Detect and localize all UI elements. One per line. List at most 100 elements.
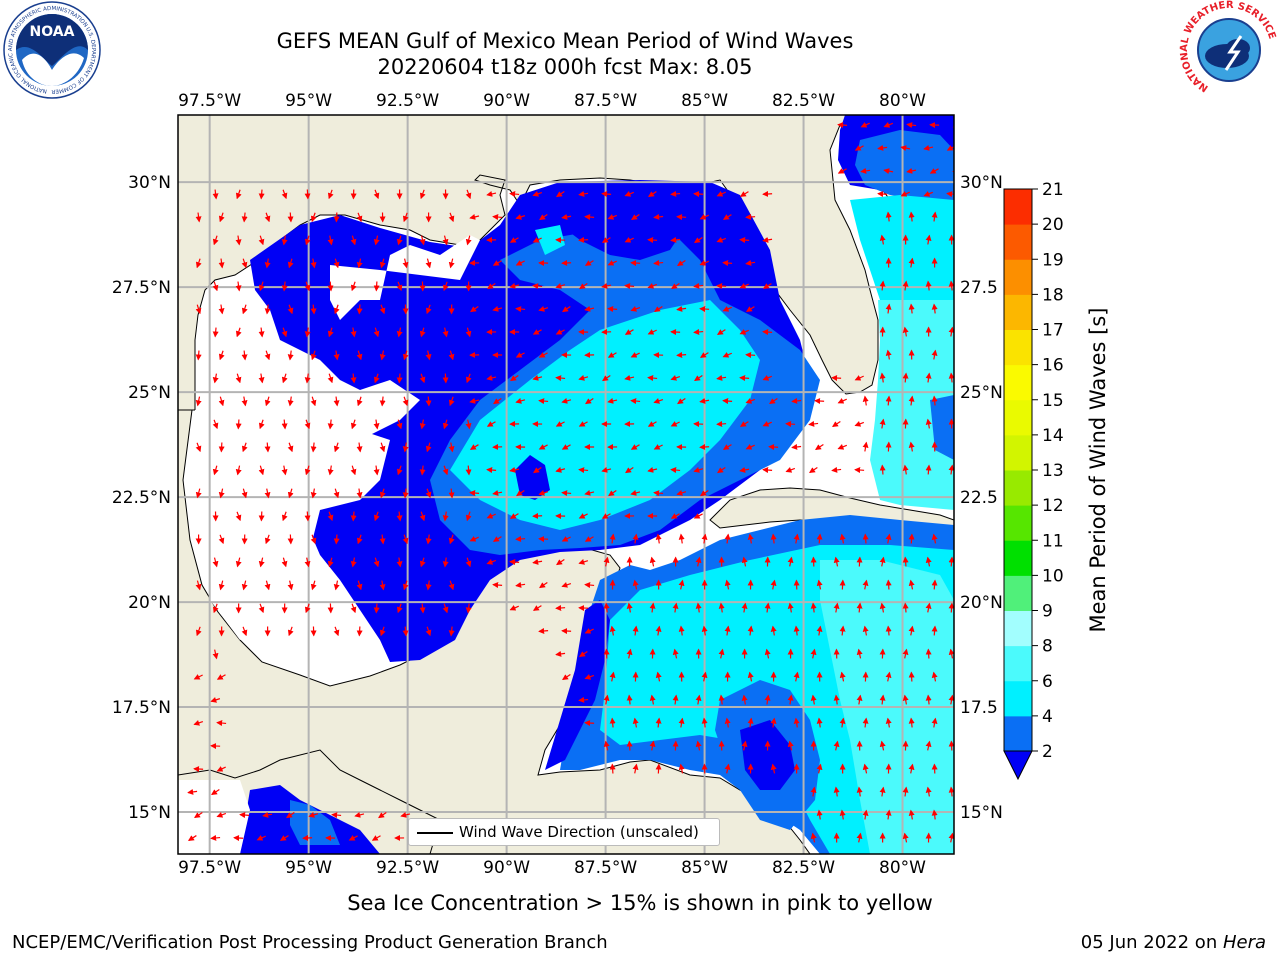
direction-arrow bbox=[281, 511, 288, 522]
direction-arrow bbox=[396, 465, 403, 476]
direction-arrow bbox=[210, 696, 221, 703]
lon-tick-label-top: 85°W bbox=[681, 91, 728, 111]
direction-arrow bbox=[584, 674, 595, 680]
direction-arrow bbox=[770, 625, 777, 636]
direction-arrow bbox=[609, 671, 616, 682]
direction-arrow bbox=[601, 466, 612, 473]
direction-arrow bbox=[816, 579, 823, 590]
direction-arrow bbox=[957, 673, 958, 682]
colorbar-swatch bbox=[1004, 294, 1032, 330]
direction-arrow bbox=[739, 191, 749, 197]
direction-arrow bbox=[839, 625, 846, 636]
direction-arrow bbox=[258, 465, 265, 476]
direction-arrow bbox=[310, 396, 317, 407]
direction-arrow bbox=[239, 812, 250, 819]
direction-arrow bbox=[808, 420, 819, 427]
colorbar-tick-label: 20 bbox=[1042, 215, 1064, 235]
direction-arrow bbox=[287, 488, 294, 499]
direction-arrow bbox=[584, 489, 595, 496]
direction-arrow bbox=[931, 809, 938, 820]
colorbar-swatch bbox=[1004, 715, 1032, 752]
direction-arrow bbox=[879, 234, 886, 245]
direction-arrow bbox=[304, 465, 311, 476]
direction-arrow bbox=[356, 304, 363, 315]
direction-arrow bbox=[212, 557, 219, 568]
direction-arrow bbox=[469, 397, 480, 404]
direction-arrow bbox=[810, 602, 817, 613]
direction-arrow bbox=[241, 488, 248, 499]
lat-tick-label-right: 22.5 bbox=[960, 488, 998, 508]
direction-arrow bbox=[402, 212, 409, 223]
direction-arrow bbox=[885, 211, 892, 222]
direction-arrow bbox=[902, 326, 909, 337]
colorbar-tick-label: 17 bbox=[1042, 321, 1064, 341]
direction-arrow bbox=[333, 304, 340, 315]
direction-arrow bbox=[839, 717, 846, 728]
direction-arrow bbox=[854, 421, 865, 427]
direction-arrow bbox=[839, 533, 846, 544]
direction-arrow bbox=[831, 375, 842, 382]
direction-arrow bbox=[879, 602, 886, 613]
lon-tick-label-top: 97.5°W bbox=[178, 91, 241, 111]
direction-arrow bbox=[718, 648, 725, 659]
direction-arrow bbox=[699, 214, 709, 220]
lon-tick-label-top: 92.5°W bbox=[376, 91, 439, 111]
lon-tick-label-top: 95°W bbox=[285, 91, 332, 111]
colorbar-tick-label: 2 bbox=[1042, 742, 1053, 762]
direction-arrow bbox=[532, 283, 543, 290]
direction-arrow bbox=[532, 190, 543, 197]
direction-arrow bbox=[923, 144, 934, 151]
direction-arrow bbox=[425, 488, 432, 499]
direction-arrow bbox=[762, 283, 772, 289]
direction-arrow bbox=[212, 281, 219, 292]
direction-arrow bbox=[402, 488, 409, 499]
direction-arrow bbox=[948, 648, 954, 659]
direction-arrow bbox=[626, 648, 633, 659]
direction-arrow bbox=[195, 396, 202, 407]
direction-arrow bbox=[722, 306, 732, 312]
direction-arrow bbox=[607, 260, 617, 266]
direction-arrow bbox=[877, 191, 888, 198]
direction-arrow bbox=[814, 398, 825, 405]
footer-host: Hera bbox=[1222, 932, 1266, 953]
direction-arrow bbox=[856, 694, 863, 705]
direction-arrow bbox=[948, 556, 954, 567]
direction-arrow bbox=[287, 626, 294, 637]
direction-arrow bbox=[442, 557, 449, 568]
direction-arrow bbox=[854, 375, 864, 381]
direction-arrow bbox=[304, 603, 311, 614]
direction-arrow bbox=[695, 740, 702, 751]
direction-arrow bbox=[957, 213, 958, 222]
direction-arrow bbox=[486, 190, 497, 197]
direction-arrow bbox=[929, 168, 939, 174]
direction-arrow bbox=[948, 280, 954, 291]
direction-arrow bbox=[241, 396, 248, 407]
direction-arrow bbox=[419, 419, 426, 430]
direction-arrow bbox=[787, 556, 794, 567]
lat-tick-label-right: 20°N bbox=[960, 593, 1003, 613]
direction-arrow bbox=[539, 581, 548, 589]
direction-arrow bbox=[655, 671, 662, 682]
direction-arrow bbox=[925, 740, 932, 751]
direction-arrow bbox=[906, 167, 917, 174]
direction-arrow bbox=[578, 467, 589, 474]
direction-arrow bbox=[486, 513, 496, 519]
direction-arrow bbox=[216, 766, 226, 772]
direction-arrow bbox=[879, 740, 886, 751]
direction-arrow bbox=[699, 397, 710, 404]
direction-arrow bbox=[885, 349, 892, 360]
direction-arrow bbox=[722, 214, 732, 220]
direction-arrow bbox=[216, 720, 227, 727]
direction-arrow bbox=[694, 374, 703, 382]
direction-arrow bbox=[195, 350, 202, 361]
direction-arrow bbox=[902, 648, 909, 659]
direction-arrow bbox=[333, 580, 340, 591]
direction-arrow bbox=[371, 835, 381, 841]
direction-arrow bbox=[653, 444, 663, 450]
direction-arrow bbox=[810, 648, 817, 659]
direction-arrow bbox=[287, 534, 294, 545]
direction-arrow bbox=[555, 604, 566, 611]
direction-arrow bbox=[603, 602, 610, 613]
direction-arrow bbox=[837, 398, 847, 404]
direction-arrow bbox=[448, 580, 455, 591]
